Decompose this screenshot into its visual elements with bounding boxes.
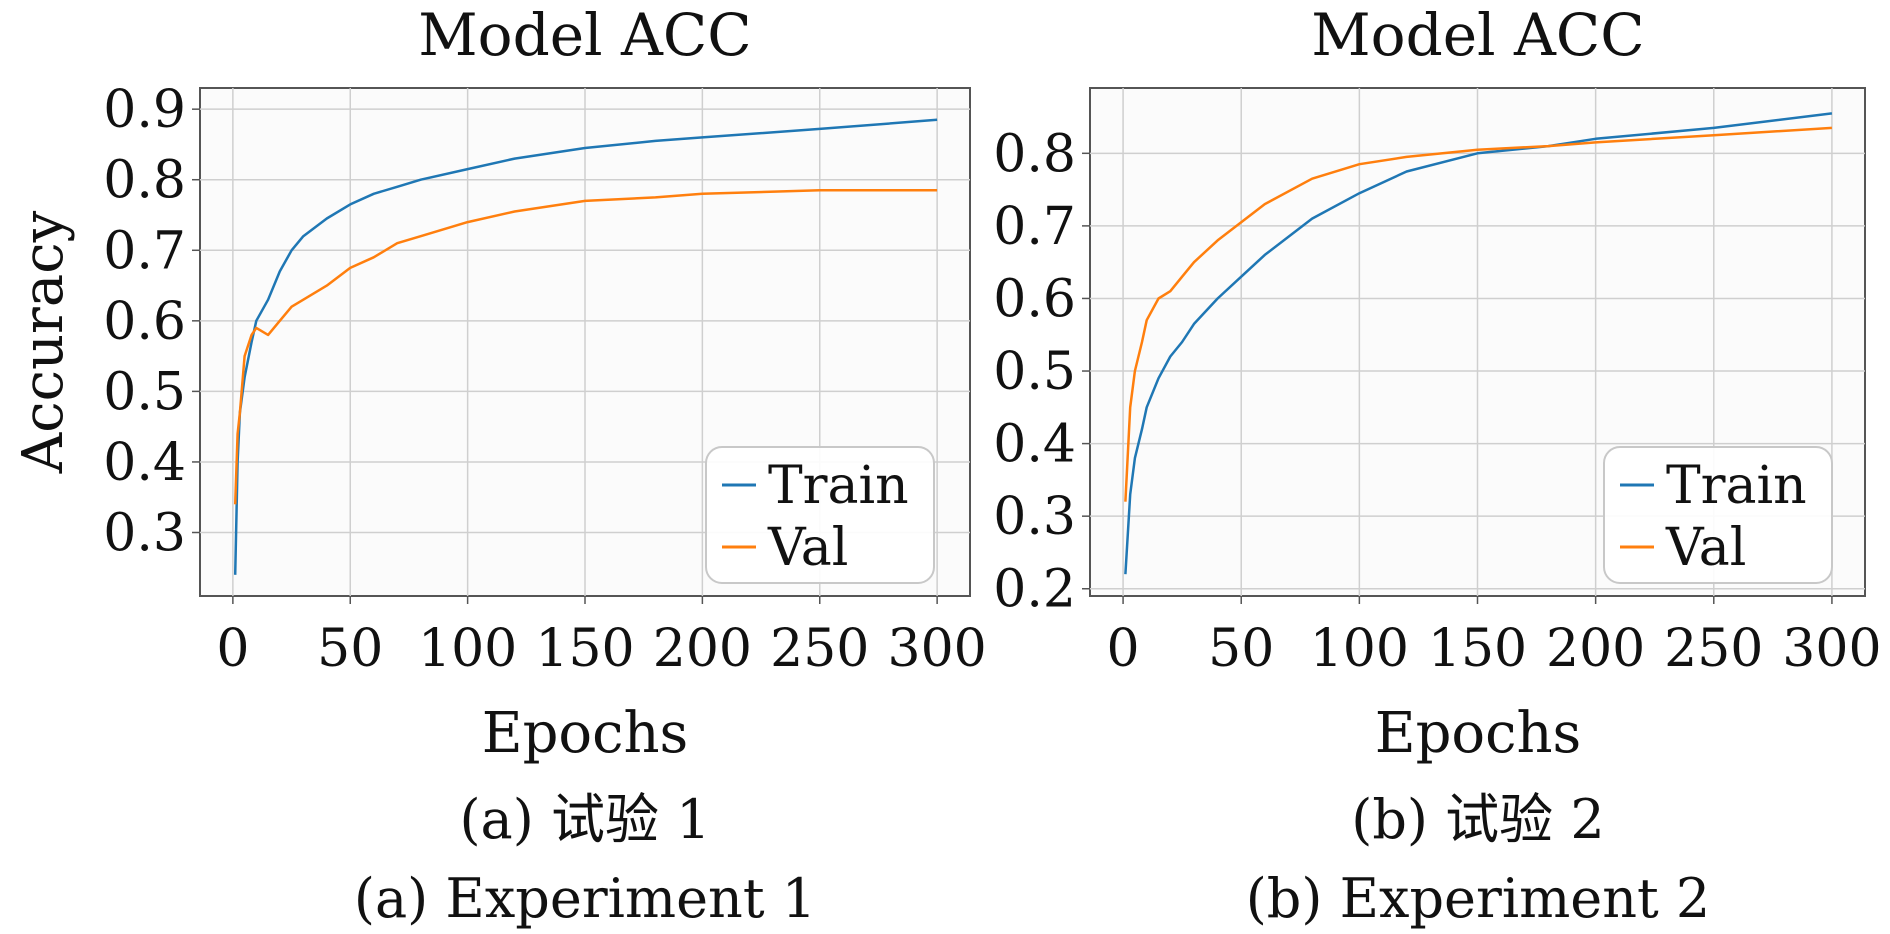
series-line-val xyxy=(1124,126,1832,502)
x-tick-label: 50 xyxy=(1208,619,1274,679)
y-tick-label: 0.2 xyxy=(993,560,1076,620)
x-tick-label: 100 xyxy=(1310,619,1409,679)
y-tick-label: 0.3 xyxy=(993,487,1076,547)
legend-box xyxy=(1603,446,1833,584)
y-tick-label: 0.7 xyxy=(103,221,186,281)
y-tick-label: 0.8 xyxy=(103,151,186,211)
x-tick-label: 150 xyxy=(1428,619,1527,679)
y-tick-label: 0.5 xyxy=(103,362,186,422)
legend-label: Train xyxy=(768,456,909,516)
legend-label: Val xyxy=(1665,518,1746,578)
x-axis-label: Epochs xyxy=(482,701,689,766)
x-tick-label: 100 xyxy=(418,619,517,679)
caption-en: (b) Experiment 2 xyxy=(1246,867,1711,930)
panel-experiment-1: Model ACC 0 50 100 150 200 250 300 0.3 0.4 0.5 0.6… xyxy=(11,1,987,930)
x-tick-label: 200 xyxy=(1546,619,1645,679)
y-tick-label: 0.6 xyxy=(993,269,1076,329)
legend-label: Val xyxy=(767,518,848,578)
x-tick-label: 250 xyxy=(770,619,869,679)
panel-title: Model ACC xyxy=(418,1,751,69)
series-lines xyxy=(233,118,938,575)
y-tick-label: 0.3 xyxy=(103,504,186,564)
x-tick-label: 300 xyxy=(1782,619,1881,679)
y-tick-label: 0.9 xyxy=(103,80,186,140)
x-tick-label: 250 xyxy=(1664,619,1763,679)
grid xyxy=(1090,88,1865,596)
legend-label: Train xyxy=(1666,456,1807,516)
tick-labels: 0 50 100 150 200 250 300 0.3 0.4 0.5 0.6 0.7 0.8 0.9 xyxy=(103,80,986,679)
series-lines xyxy=(1124,112,1833,575)
y-tick-label: 0.6 xyxy=(103,292,186,352)
caption-cn: (b) 试验 2 xyxy=(1351,788,1604,851)
panel-title: Model ACC xyxy=(1311,1,1644,69)
series-line-train xyxy=(233,118,938,575)
y-tick-label: 0.4 xyxy=(993,415,1076,475)
tick-labels: 0 50 100 150 200 250 300 0.2 0.3 0.4 0.5 0.6 0.7 0.8 xyxy=(993,124,1881,679)
caption-cn: (a) 试验 1 xyxy=(459,788,710,851)
series-line-val xyxy=(233,189,938,505)
x-tick-label: 0 xyxy=(1107,619,1140,679)
x-axis-label: Epochs xyxy=(1375,701,1582,766)
caption-en: (a) Experiment 1 xyxy=(354,867,816,930)
y-tick-label: 0.4 xyxy=(103,433,186,493)
x-tick-label: 0 xyxy=(216,619,249,679)
x-tick-label: 50 xyxy=(317,619,383,679)
y-tick-label: 0.8 xyxy=(993,124,1076,184)
y-tick-label: 0.7 xyxy=(993,197,1076,257)
panel-experiment-2: Model ACC 0 50 100 150 200 250 300 0.2 0.3 0.4 0.5… xyxy=(993,1,1881,930)
x-tick-label: 300 xyxy=(888,619,987,679)
y-tick-label: 0.5 xyxy=(993,342,1076,402)
y-axis-label: Accuracy xyxy=(11,210,76,474)
x-tick-label: 150 xyxy=(535,619,634,679)
legend-box xyxy=(705,446,935,584)
x-tick-label: 200 xyxy=(653,619,752,679)
